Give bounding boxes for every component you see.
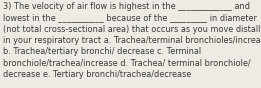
Text: 3) The velocity of air flow is highest in the _____________ and: 3) The velocity of air flow is highest i… [3, 2, 250, 11]
Text: (not total cross-sectional area) that occurs as you move distally: (not total cross-sectional area) that oc… [3, 25, 261, 34]
Text: b. Trachea/tertiary bronchi/ decrease c. Terminal: b. Trachea/tertiary bronchi/ decrease c.… [3, 47, 201, 56]
Text: decrease e. Tertiary bronchi/trachea/decrease: decrease e. Tertiary bronchi/trachea/dec… [3, 70, 191, 79]
Text: bronchiole/trachea/increase d. Trachea/ terminal bronchiole/: bronchiole/trachea/increase d. Trachea/ … [3, 59, 251, 67]
Text: lowest in the ___________ because of the _________ in diameter: lowest in the ___________ because of the… [3, 13, 257, 22]
Text: in your respiratory tract a. Trachea/terminal bronchioles/increase: in your respiratory tract a. Trachea/ter… [3, 36, 261, 45]
